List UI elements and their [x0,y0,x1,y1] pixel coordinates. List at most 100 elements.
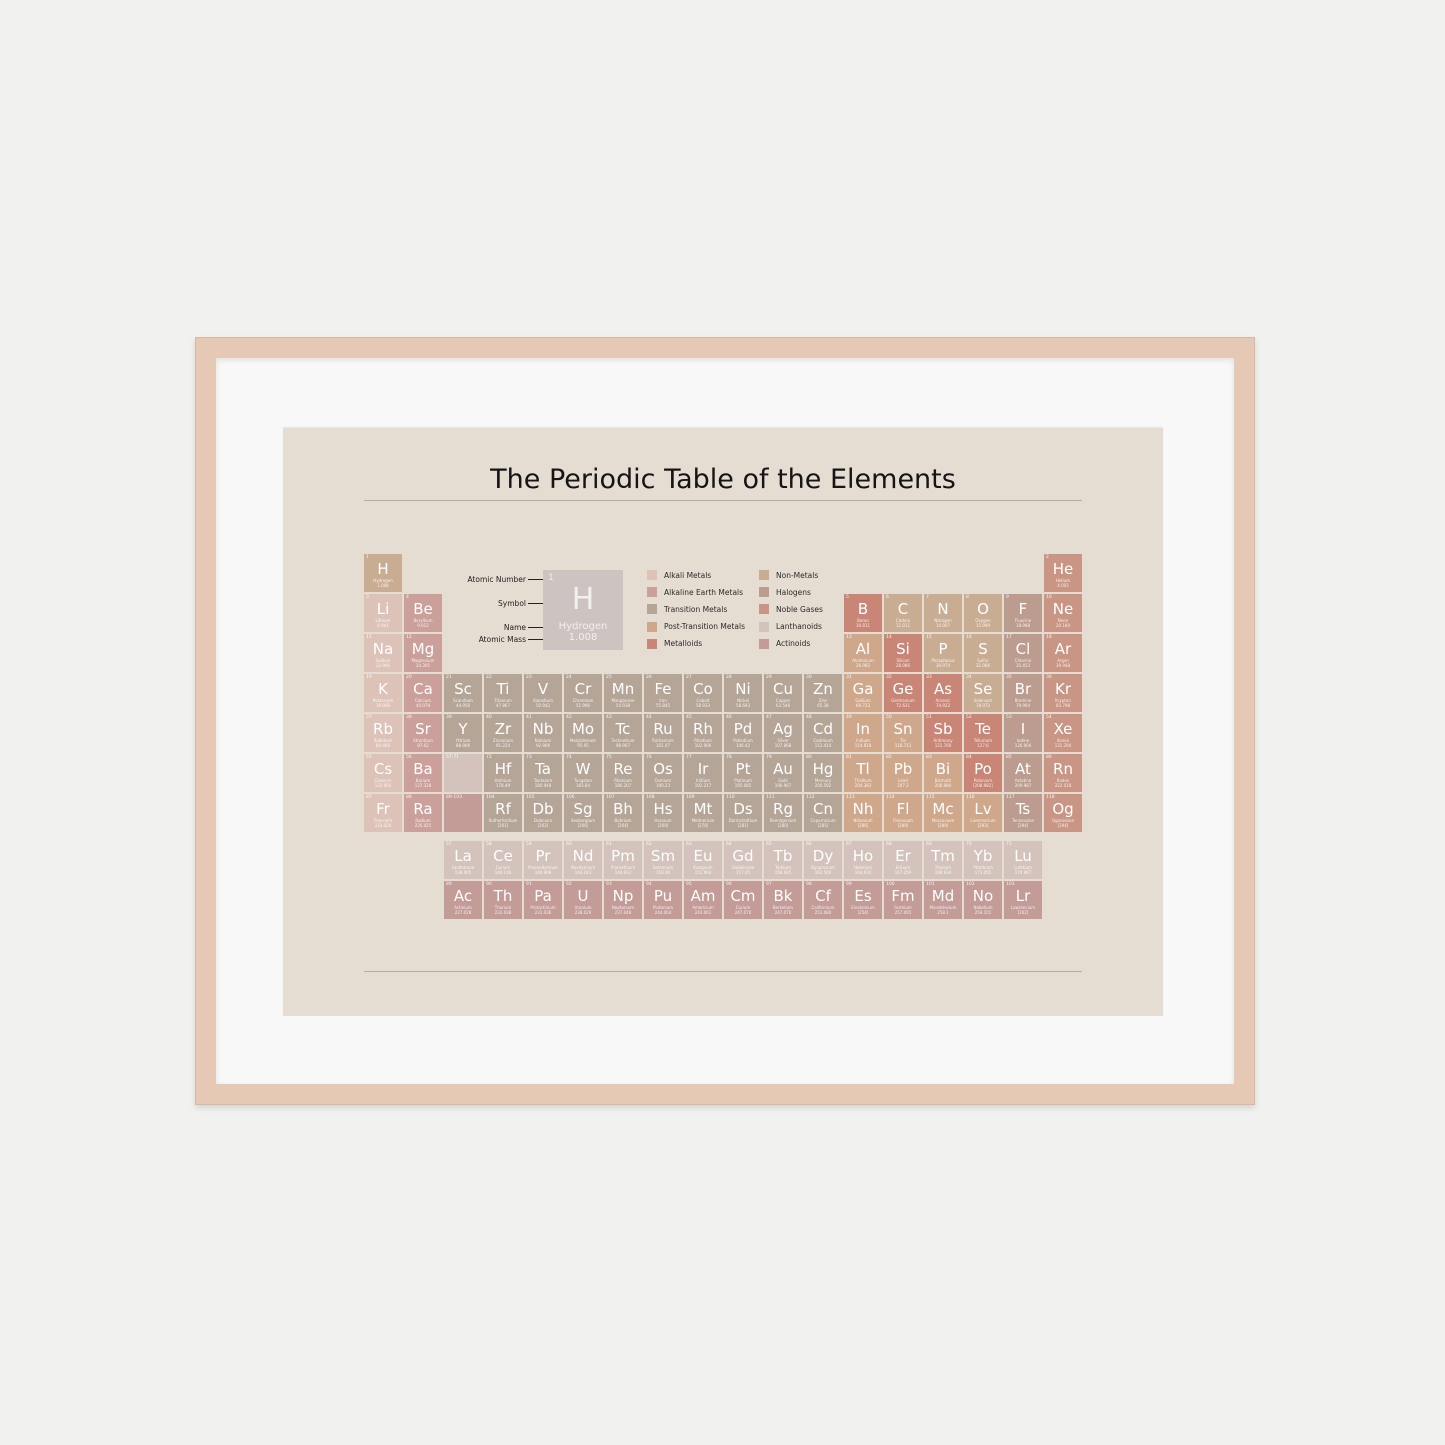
element-al: 13 Al Aluminium 26.982 [844,634,882,672]
element-symbol: N [937,600,949,618]
element-name: Iridium [695,778,711,783]
atomic-mass: 238.029 [574,910,592,915]
atomic-mass: 88.906 [456,743,470,748]
poster-title: The Periodic Table of the Elements [490,464,956,495]
element-name: Lithium [375,618,391,623]
element-name: Dubnium [533,818,553,823]
atomic-number: 116 [966,795,975,800]
atomic-number: 87 [366,795,372,800]
atomic-mass: 162.500 [814,870,832,875]
element-name: Selenium [973,698,993,703]
element-name: Sodium [375,658,391,663]
atomic-mass: [262] [1017,910,1029,915]
element-name: Vanadium [533,698,553,703]
element-name: Hydrogen [373,578,393,583]
element-symbol: Ne [1052,600,1074,618]
element-name: Radium [415,818,431,823]
element-symbol: Eu [693,847,713,865]
element-name: Lead [898,778,908,783]
element-zr: 40 Zr Zirconium 91.224 [484,714,522,752]
atomic-number: 30 [806,675,812,680]
atomic-number: 5 [846,595,849,600]
atomic-number: 41 [526,715,532,720]
element-symbol: Ru [653,720,673,738]
element-symbol: Cd [813,720,833,738]
atomic-number: 72 [486,755,492,760]
element-es: 99 Es Einsteinium [254] [844,881,882,919]
atomic-number: 67 [846,842,852,847]
element-pm: 61 Pm Promethium 144.913 [604,841,642,879]
element-name: Molybdenum [570,738,596,743]
element-name: Uranium [574,905,592,910]
element-name: Gadolinium [731,865,755,870]
element-symbol: Rh [693,720,713,738]
element-symbol: Fe [654,680,672,698]
atomic-number: 74 [566,755,572,760]
atomic-mass: 195.085 [734,783,752,788]
atomic-mass: 65.38 [817,703,829,708]
atomic-mass: [254] [857,910,869,915]
element-symbol: Mg [411,640,435,658]
atomic-mass: 190.23 [656,783,670,788]
element-symbol: I [1020,720,1026,738]
element-symbol: Bk [773,887,793,905]
element-name: Terbium [775,865,791,870]
element-symbol: Ca [413,680,433,698]
element-bi: 83 Bi Bismuth 208.980 [924,754,962,792]
element-fe: 26 Fe Iron 55.845 [644,674,682,712]
atomic-number: 93 [606,882,612,887]
element-rg: 111 Rg Roentgenium [280] [764,794,802,832]
legend-label: Alkaline Earth Metals [664,587,744,597]
element-name: Seaborgium [570,818,596,823]
element-symbol: Sb [933,720,953,738]
element-symbol: Ni [735,680,751,698]
atomic-mass: 35.453 [1016,663,1030,668]
legend-swatch [759,570,769,580]
element-name: Berkelium [772,905,794,910]
element-name: Yttrium [455,738,471,743]
element-y: 39 Y Yttrium 88.906 [444,714,482,752]
key-label-symbol: Symbol [498,599,526,608]
element-tb: 65 Tb Terbium 158.925 [764,841,802,879]
element-name: Cadmium [813,738,833,743]
atomic-number: 54 [1046,715,1052,720]
atomic-mass: [269] [657,823,669,828]
element-og: 118 Og Oganesson [294] [1044,794,1082,832]
element-yb: 70 Yb Ytterbium 173.055 [964,841,1002,879]
element-name: Neptunium [611,905,635,910]
element-u: 92 U Uranium 238.029 [564,881,602,919]
atomic-mass: 237.048 [614,910,632,915]
element-name: Nobelium [973,905,993,910]
legend-label: Actinoids [776,639,811,649]
element-name: Osmium [654,778,672,783]
element-symbol: Tl [856,760,870,778]
atomic-mass: 87.62 [417,743,429,748]
legend-swatch [759,587,769,598]
atomic-number: 91 [526,882,532,887]
key-mass: 1.008 [568,632,598,643]
atomic-number: 13 [846,635,852,640]
atomic-number: 111 [766,795,775,800]
element-ba: 56 Ba Barium 137.328 [404,754,442,792]
atomic-mass: 208.980 [934,783,952,788]
element-symbol: In [856,720,870,738]
element-name: Silicon [896,658,910,663]
atomic-number: 11 [366,635,372,640]
element-name: Tellurium [973,738,993,743]
key-symbol: H [571,582,595,617]
atomic-number: 85 [1006,755,1012,760]
atomic-mass: 200.592 [814,783,832,788]
element-name: Europium [693,865,713,870]
element-p: 15 P Phosphorus 30.974 [924,634,962,672]
element-symbol: H [377,560,389,578]
legend-label: Metalloids [664,639,703,649]
element-symbol: S [978,640,988,658]
element-symbol: Hf [494,760,512,778]
element-symbol: Fr [376,800,390,818]
element-name: Rhodium [694,738,712,743]
element-am: 95 Am Americium 243.061 [684,881,722,919]
element-symbol: Cl [1015,640,1031,658]
atomic-number: 3 [366,595,369,600]
key-label-name: Name [503,623,526,632]
atomic-number: 59 [526,842,532,847]
